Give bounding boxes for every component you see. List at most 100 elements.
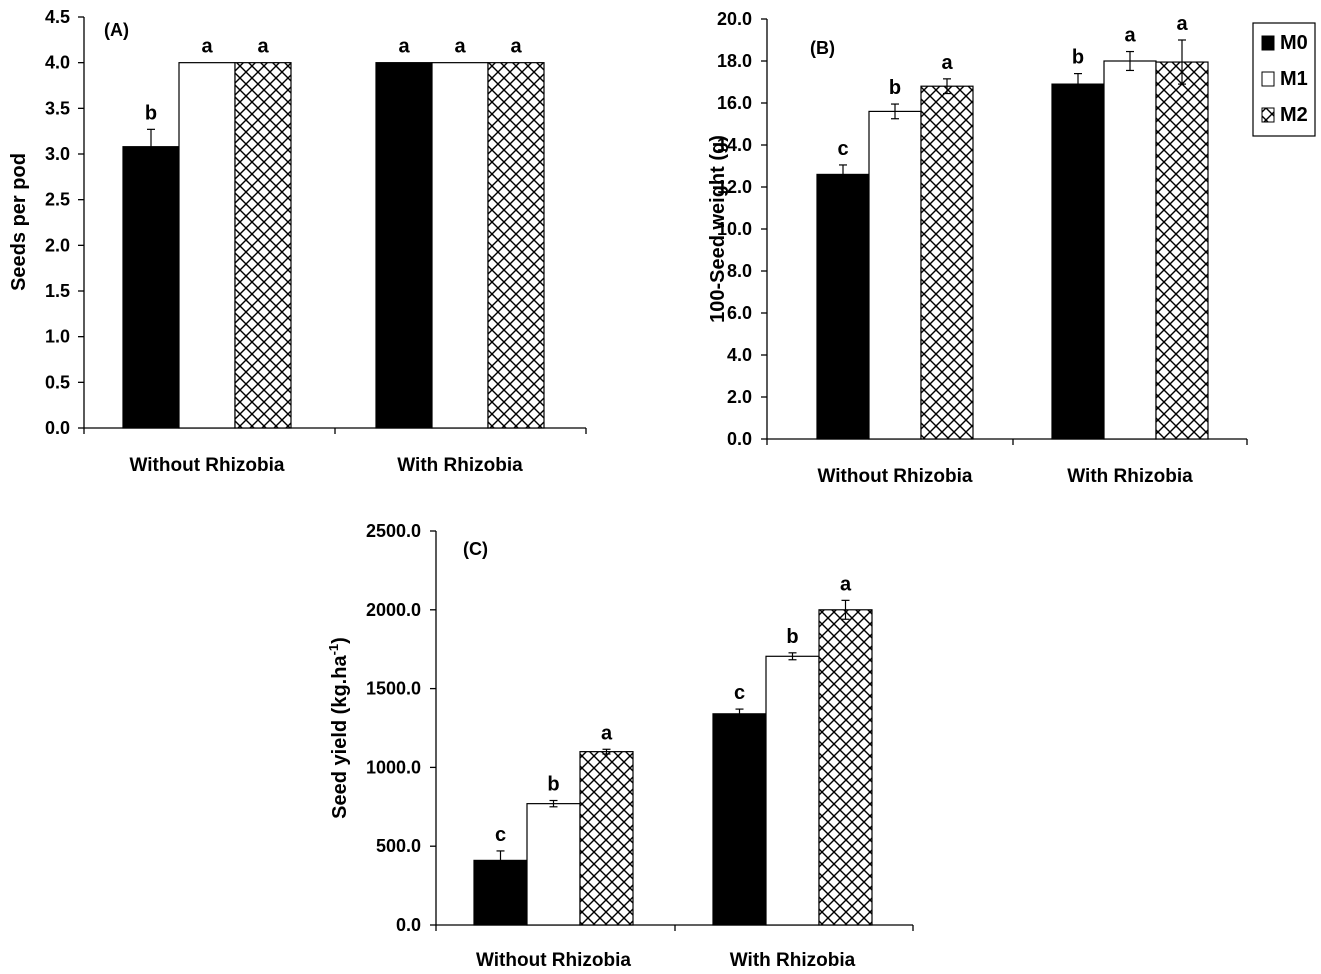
bar-m1 <box>178 62 236 429</box>
y-tick-label: 10.0 <box>717 219 752 239</box>
bar-m2 <box>234 62 292 429</box>
y-tick-label: 0.0 <box>45 418 70 438</box>
bar-m0 <box>122 146 180 429</box>
y-tick-label: 20.0 <box>717 9 752 29</box>
y-tick-label: 4.5 <box>45 7 70 27</box>
chart-panel-b: 0.0 2.0 4.0 6.0 8.0 10.0 12.0 14.0 16.0 18.0 20.0 c… <box>707 9 1248 487</box>
y-tick-label: 1.0 <box>45 327 70 347</box>
significance-letter: a <box>510 36 522 58</box>
significance-letter: a <box>840 573 852 595</box>
bar-m2 <box>920 85 974 440</box>
significance-letter: b <box>889 77 901 99</box>
bar-m1 <box>431 62 489 429</box>
y-tick-label: 1500.0 <box>366 679 421 699</box>
y-tick-label: 1.5 <box>45 281 70 301</box>
bar-m0 <box>816 173 870 440</box>
legend-item-m2: M2 <box>1261 104 1308 126</box>
legend-label: M2 <box>1280 104 1308 126</box>
significance-letter: c <box>734 682 745 704</box>
y-axis-label: Seeds per pod <box>8 153 30 291</box>
bar-m1 <box>526 803 581 926</box>
significance-letter: c <box>495 824 506 846</box>
bar-group: c b a <box>712 573 873 926</box>
category-label: With Rhizobia <box>730 950 856 971</box>
significance-letter: b <box>145 102 157 124</box>
bar-m2 <box>1155 61 1209 440</box>
significance-letter: a <box>601 722 613 744</box>
significance-letter: a <box>257 36 269 58</box>
legend-label: M0 <box>1280 32 1308 54</box>
bar-group: b a a <box>122 36 292 429</box>
category-label: With Rhizobia <box>1067 466 1193 487</box>
bar-m0 <box>712 713 767 926</box>
y-axis-label-main: Seeds per pod <box>8 153 30 291</box>
y-tick-label: 2.5 <box>45 190 70 210</box>
y-tick-label: 2.0 <box>45 235 70 255</box>
significance-letter: b <box>786 626 798 648</box>
significance-letter: b <box>547 773 559 795</box>
y-axis-label-superscript: -1 <box>326 644 341 656</box>
category-label: Without Rhizobia <box>476 950 631 971</box>
bar-m1 <box>765 655 820 926</box>
bar-m2 <box>818 609 873 926</box>
significance-letter: a <box>1176 13 1188 35</box>
significance-letter: a <box>454 36 466 58</box>
bar-m0 <box>375 62 433 429</box>
significance-letter: a <box>201 36 213 58</box>
category-label: Without Rhizobia <box>818 466 973 487</box>
y-tick-label: 0.0 <box>396 915 421 935</box>
bar-group: b a a <box>1051 13 1209 440</box>
y-tick-label: 4.0 <box>45 53 70 73</box>
y-axis-label-tail: ) <box>329 637 351 644</box>
legend-item-m1: M1 <box>1261 68 1308 90</box>
y-tick-label: 500.0 <box>376 836 421 856</box>
significance-letter: a <box>1124 25 1136 47</box>
chart-panel-a: 0.0 0.5 1.0 1.5 2.0 2.5 3.0 3.5 4.0 4.5 b a a Without… <box>8 7 587 476</box>
category-label: Without Rhizobia <box>130 455 285 476</box>
bar-m1 <box>1103 60 1157 440</box>
significance-letter: a <box>398 36 410 58</box>
legend-swatch <box>1261 107 1275 123</box>
y-tick-label: 0.0 <box>727 429 752 449</box>
bar-group: c b a <box>816 52 974 440</box>
panel-label: (C) <box>463 539 488 559</box>
y-tick-label: 4.0 <box>727 345 752 365</box>
y-axis-label: 100-Seed weight (g) <box>707 135 729 323</box>
y-axis-label-main: 100-Seed weight (g) <box>707 135 729 323</box>
y-tick-label: 14.0 <box>717 135 752 155</box>
y-axis-label-main: Seed yield (kg.ha <box>329 655 351 819</box>
bar-m2 <box>487 62 545 429</box>
y-axis-label: Seed yield (kg.ha-1) <box>326 637 351 819</box>
legend-label: M1 <box>1280 68 1308 90</box>
y-tick-label: 2500.0 <box>366 521 421 541</box>
panel-label: (A) <box>104 20 129 40</box>
bar-m0 <box>473 859 528 926</box>
bar-m1 <box>868 110 922 440</box>
y-tick-label: 16.0 <box>717 93 752 113</box>
y-tick-label: 18.0 <box>717 51 752 71</box>
y-tick-label: 2.0 <box>727 387 752 407</box>
bar-group: c b a <box>473 722 634 926</box>
significance-letter: c <box>837 138 848 160</box>
bar-m0 <box>1051 83 1105 440</box>
significance-letter: b <box>1072 47 1084 69</box>
legend-swatch <box>1261 71 1275 87</box>
y-tick-label: 2000.0 <box>366 600 421 620</box>
category-label: With Rhizobia <box>397 455 523 476</box>
y-tick-label: 0.5 <box>45 372 70 392</box>
chart-panel-c: 0.0 500.0 1000.0 1500.0 2000.0 2500.0 c b a Witho… <box>326 521 914 971</box>
y-tick-label: 12.0 <box>717 177 752 197</box>
legend-item-m0: M0 <box>1261 32 1308 54</box>
bar-m2 <box>579 751 634 926</box>
chart-panels: 0.0 0.5 1.0 1.5 2.0 2.5 3.0 3.5 4.0 4.5 b a a Without… <box>8 7 1248 971</box>
y-tick-label: 3.5 <box>45 98 70 118</box>
y-tick-label: 6.0 <box>727 303 752 323</box>
significance-letter: a <box>941 52 953 74</box>
panel-label: (B) <box>810 38 835 58</box>
legend-swatch <box>1261 35 1275 51</box>
y-tick-label: 3.0 <box>45 144 70 164</box>
y-tick-label: 1000.0 <box>366 757 421 777</box>
legend: M0 M1 M2 <box>1252 22 1316 137</box>
